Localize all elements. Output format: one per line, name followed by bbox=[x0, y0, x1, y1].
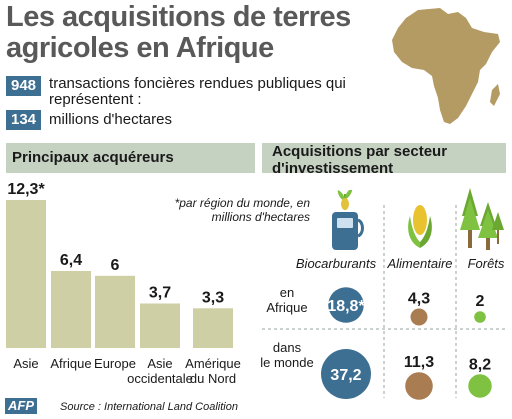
afp-logo: AFP bbox=[5, 398, 37, 414]
bar-value-label: 6 bbox=[111, 257, 120, 274]
bubble bbox=[474, 311, 486, 323]
page-title: Les acquisitions de terres agricoles en … bbox=[6, 1, 351, 64]
section-heading-acquereurs: Principaux acquéreurs bbox=[12, 149, 174, 166]
trees-icon bbox=[460, 188, 504, 250]
africa-map-icon bbox=[392, 8, 500, 124]
bubble-value-label: 11,3 bbox=[404, 354, 434, 371]
footnote: *par région du monde, en millions d'hect… bbox=[174, 196, 310, 224]
sector-label: Alimentaire bbox=[386, 256, 452, 271]
row-label: dans le monde bbox=[260, 340, 313, 370]
source-text: Source : International Land Coalition bbox=[60, 401, 238, 413]
bubble bbox=[328, 287, 364, 323]
bar-value-label: 12,3* bbox=[7, 181, 45, 198]
bubble-value-label: 18,8* bbox=[327, 298, 365, 315]
bubble bbox=[321, 349, 371, 399]
bar-value-label: 3,7 bbox=[149, 284, 171, 301]
stat-text: millions d'hectares bbox=[49, 111, 172, 128]
bubble bbox=[410, 308, 428, 326]
stat-badge: 948 bbox=[6, 76, 42, 96]
bubble-value-label: 8,2 bbox=[469, 356, 491, 373]
bar-4 bbox=[140, 303, 180, 348]
bar-category-label: Asie bbox=[13, 356, 38, 371]
bubble-value-label: 37,2 bbox=[330, 367, 361, 384]
bubble bbox=[405, 372, 433, 400]
stat-transactions: 948 transactions foncières rendues publi… bbox=[6, 76, 389, 108]
bubble bbox=[468, 374, 492, 398]
bar-1 bbox=[6, 200, 46, 348]
sector-label: Forêts bbox=[468, 256, 505, 271]
bar-category-label: Europe bbox=[94, 356, 136, 371]
section-band-right bbox=[262, 143, 506, 173]
bar-3 bbox=[95, 275, 135, 348]
bar-2 bbox=[51, 270, 91, 348]
bar-value-label: 3,3 bbox=[202, 289, 224, 306]
stat-text: transactions foncières rendues publiques… bbox=[49, 75, 346, 108]
section-heading-secteur: Acquisitions par secteur d'investissemen… bbox=[272, 143, 448, 177]
bar-category-label: Amérique du Nord bbox=[185, 356, 241, 386]
bar-5 bbox=[193, 308, 233, 348]
sector-label: Biocarburants bbox=[296, 256, 377, 271]
biofuel-pump-icon bbox=[332, 190, 364, 250]
bubble-value-label: 4,3 bbox=[408, 291, 430, 308]
bar-value-label: 6,4 bbox=[60, 252, 82, 269]
section-band-left bbox=[6, 143, 255, 173]
bar-category-label: Afrique bbox=[50, 356, 91, 371]
row-label: en Afrique bbox=[266, 285, 307, 315]
bar-category-label: Asie occidentale bbox=[127, 356, 193, 386]
stat-badge: 134 bbox=[6, 110, 42, 130]
stat-hectares: 134 millions d'hectares bbox=[6, 110, 172, 132]
bubble-value-label: 2 bbox=[476, 293, 485, 310]
corn-icon bbox=[408, 205, 432, 248]
